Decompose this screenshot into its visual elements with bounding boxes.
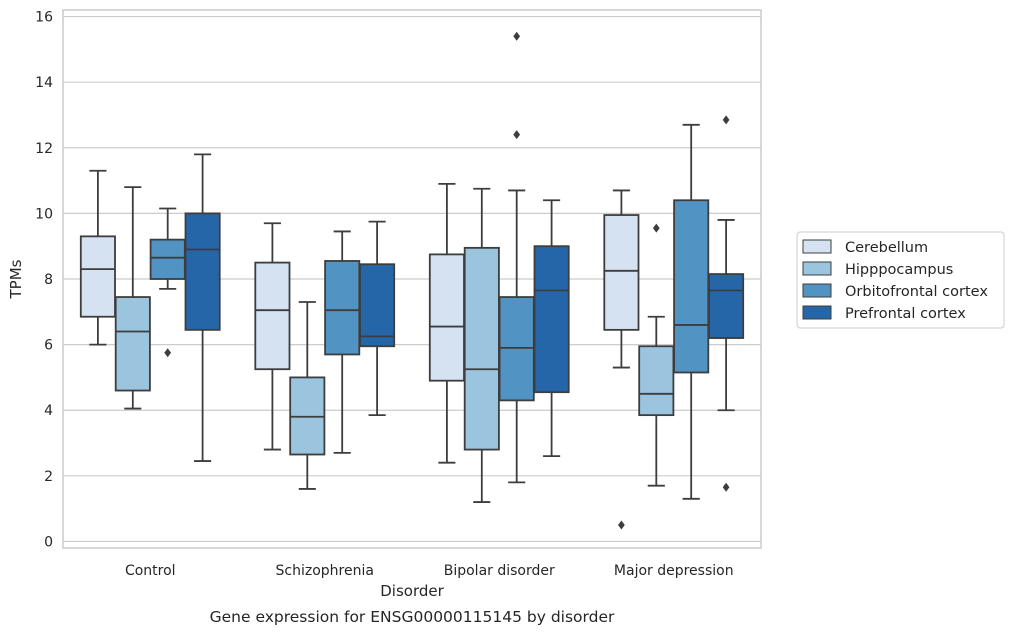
x-axis-label: Disorder [380,582,444,600]
legend-swatch [802,261,832,276]
box-hipppocampus-schizophrenia [289,301,326,490]
box-body [184,212,221,331]
outlier-point [513,130,521,140]
legend-swatch [802,305,832,320]
box-hipppocampus-control [114,186,151,410]
box-prefrontal-cortex-control [184,153,221,462]
outlier-point [722,115,730,125]
y-tick-label: 16 [35,10,53,26]
outlier-point [652,223,660,233]
box-body [359,263,396,348]
box-orbitofrontal-cortex-control [149,207,186,358]
box-cerebellum-major-depression [603,189,640,530]
x-tick-label: Major depression [614,563,734,579]
box-body [708,273,745,339]
box-orbitofrontal-cortex-major-depression [673,123,710,500]
box-orbitofrontal-cortex-schizophrenia [324,230,361,454]
y-axis-label: TPMs [7,259,25,299]
box-prefrontal-cortex-schizophrenia [359,220,396,417]
y-tick-label: 14 [35,75,53,91]
box-body [428,253,465,382]
box-orbitofrontal-cortex-bipolar-disorder [498,31,535,484]
legend-swatch [802,239,832,254]
box-cerebellum-schizophrenia [254,222,291,451]
y-tick-label: 0 [44,534,53,550]
box-hipppocampus-bipolar-disorder [463,187,500,503]
legend: Cerebellum Hipppocampus Orbitofrontal cort… [796,231,1005,329]
box-body [673,199,710,374]
x-tick-labels: Control Schizophrenia Bipolar disorder Majo… [125,563,734,579]
box-body [603,214,640,331]
box-body [149,238,186,280]
outlier-point [618,520,625,530]
outlier-point [722,482,730,492]
box-body [254,261,291,371]
y-tick-label: 4 [44,403,53,419]
y-tick-label: 8 [44,272,53,288]
box-cerebellum-bipolar-disorder [428,182,465,464]
box-body [638,345,675,417]
box-body [533,245,570,394]
box-cerebellum-control [79,169,116,346]
y-tick-label: 6 [44,338,53,354]
legend-label: Cerebellum [845,240,928,256]
y-tick-label: 2 [44,469,53,485]
legend-label: Hipppocampus [845,262,953,278]
plot-frame [62,9,762,549]
box-body [324,260,361,356]
outlier-point [513,31,521,41]
x-tick-label: Schizophrenia [276,563,374,579]
box-prefrontal-cortex-bipolar-disorder [533,199,570,458]
y-tick-labels: 0 2 4 6 8 10 12 14 16 [35,10,53,551]
legend-label: Orbitofrontal cortex [845,284,988,300]
y-tick-label: 12 [35,141,53,157]
x-tick-label: Bipolar disorder [444,563,555,579]
legend-swatch [802,283,832,298]
legend-frame [796,231,1005,329]
chart-caption: Gene expression for ENSG00000115145 by d… [210,608,615,626]
legend-label: Prefrontal cortex [845,306,966,322]
box-body [463,246,500,451]
box-prefrontal-cortex-major-depression [708,115,745,492]
outlier-point [164,348,172,358]
box-hipppocampus-major-depression [638,223,675,487]
boxes-layer [79,31,745,530]
x-tick-label: Control [125,563,176,579]
box-body [114,296,151,392]
y-tick-label: 10 [35,206,53,222]
box-body [79,235,116,318]
